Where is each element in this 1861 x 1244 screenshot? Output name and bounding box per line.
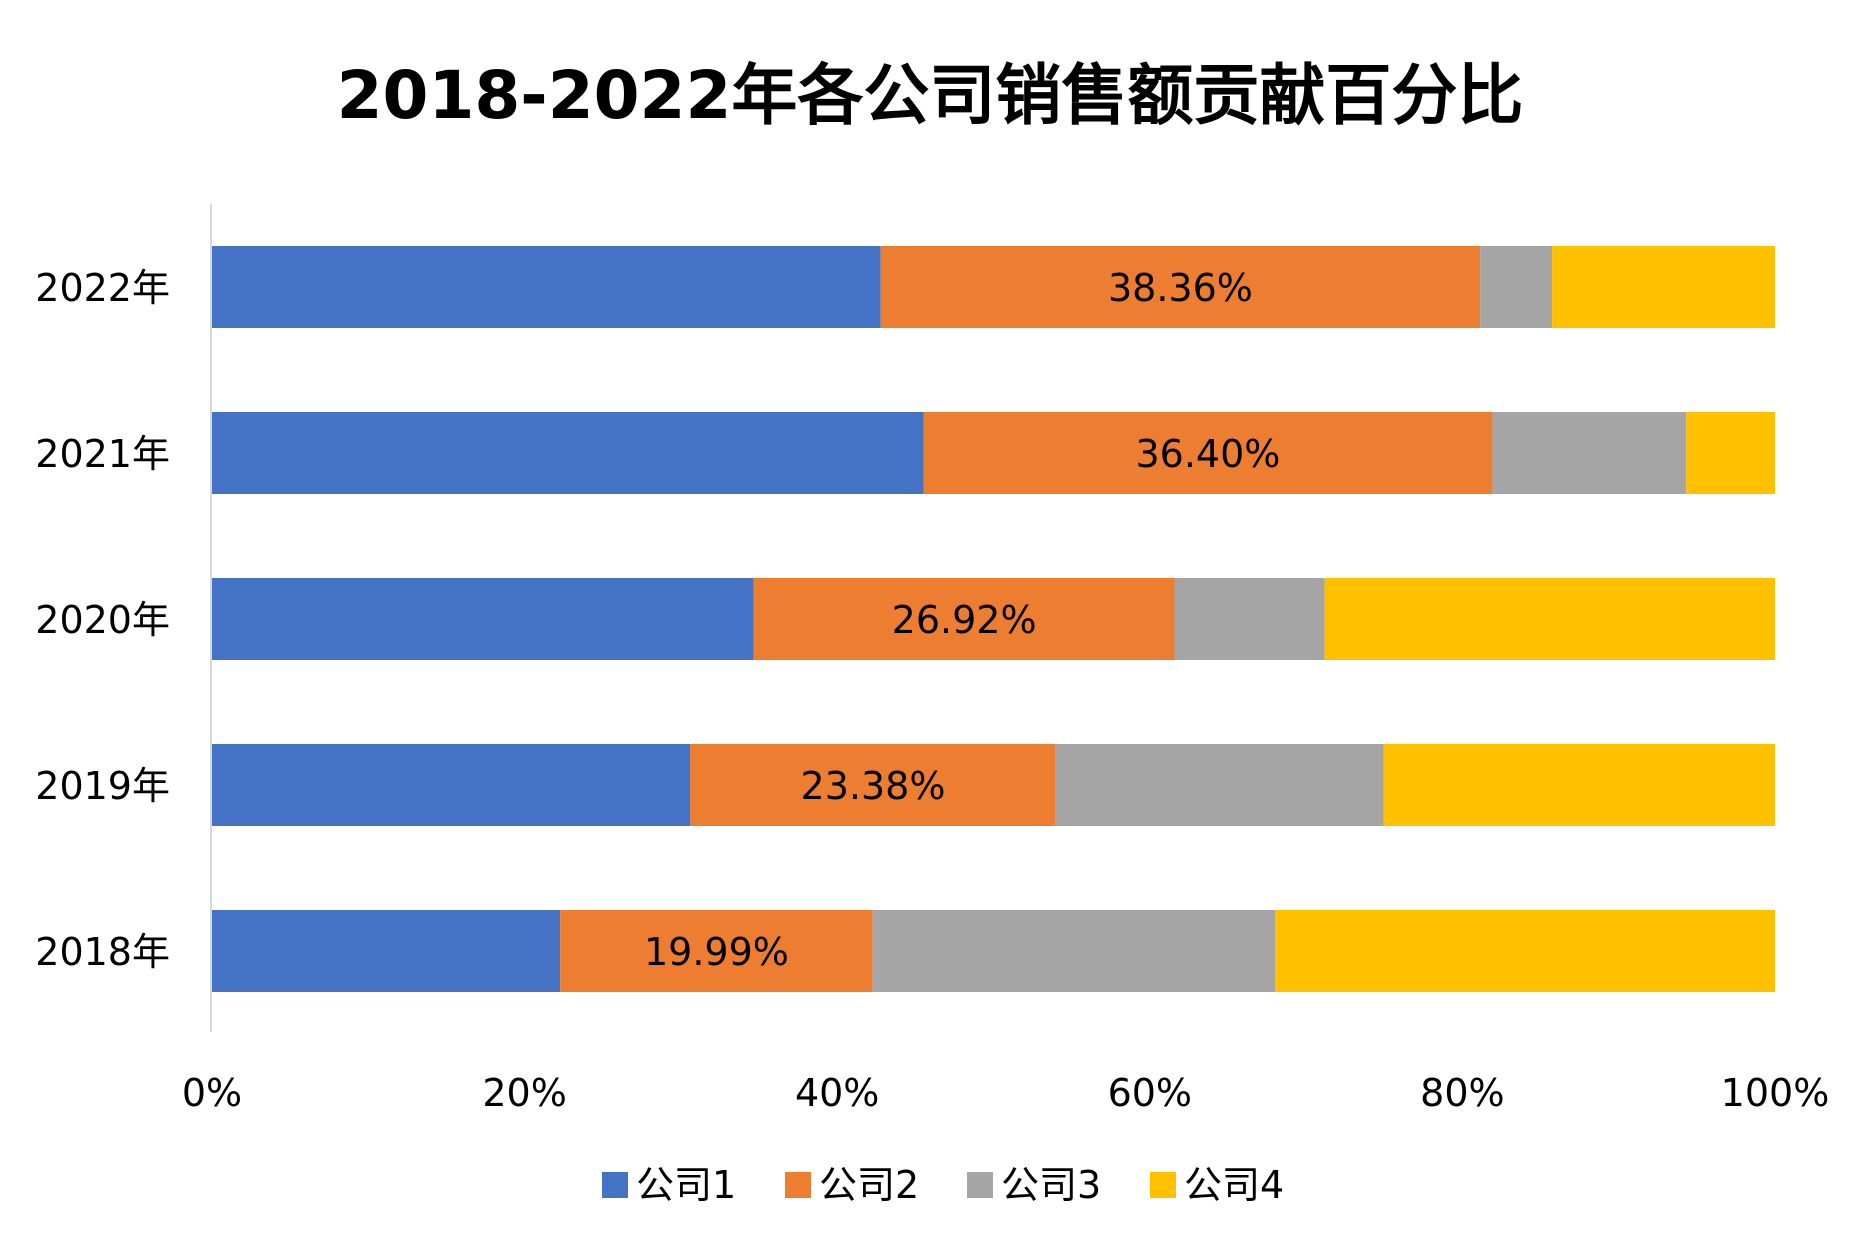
x-tick-label: 60% bbox=[1108, 1071, 1192, 1115]
bar-公司3-2022年 bbox=[1480, 246, 1553, 328]
bar-公司3-2021年 bbox=[1492, 412, 1687, 494]
legend-swatch bbox=[967, 1172, 993, 1198]
bar-公司1-2019年 bbox=[212, 744, 691, 826]
chart-title: 2018-2022年各公司销售额贡献百分比 bbox=[337, 57, 1524, 134]
data-label: 23.38% bbox=[801, 764, 946, 808]
y-tick-label: 2022年 bbox=[35, 266, 170, 310]
bar-公司4-2021年 bbox=[1686, 412, 1775, 494]
data-label: 26.92% bbox=[892, 598, 1037, 642]
data-label: 19.99% bbox=[644, 930, 789, 974]
legend-label: 公司2 bbox=[819, 1163, 919, 1207]
bar-公司1-2022年 bbox=[212, 246, 881, 328]
y-tick-label: 2021年 bbox=[35, 432, 170, 476]
legend-swatch bbox=[602, 1172, 628, 1198]
bar-公司3-2020年 bbox=[1174, 578, 1325, 660]
bar-公司2-2019年 bbox=[690, 744, 1056, 826]
bar-公司4-2018年 bbox=[1274, 910, 1775, 992]
bar-公司3-2019年 bbox=[1055, 744, 1384, 826]
bar-公司1-2018年 bbox=[212, 910, 561, 992]
bar-公司3-2018年 bbox=[872, 910, 1275, 992]
bar-公司4-2019年 bbox=[1383, 744, 1775, 826]
legend-label: 公司4 bbox=[1184, 1163, 1284, 1207]
bar-公司4-2022年 bbox=[1552, 246, 1775, 328]
bar-公司2-2022年 bbox=[880, 246, 1481, 328]
y-tick-label: 2019年 bbox=[35, 764, 170, 808]
x-tick-label: 0% bbox=[182, 1071, 242, 1115]
bar-公司1-2020年 bbox=[212, 578, 754, 660]
bar-公司2-2021年 bbox=[923, 412, 1493, 494]
y-tick-label: 2020年 bbox=[35, 598, 170, 642]
legend-swatch bbox=[785, 1172, 811, 1198]
y-tick-label: 2018年 bbox=[35, 930, 170, 974]
x-tick-label: 80% bbox=[1420, 1071, 1504, 1115]
legend-swatch bbox=[1150, 1172, 1176, 1198]
data-label: 36.40% bbox=[1135, 432, 1280, 476]
bar-公司2-2020年 bbox=[753, 578, 1175, 660]
x-tick-label: 20% bbox=[482, 1071, 566, 1115]
bar-公司4-2020年 bbox=[1324, 578, 1775, 660]
x-tick-label: 100% bbox=[1721, 1071, 1830, 1115]
legend-label: 公司1 bbox=[636, 1163, 736, 1207]
bar-公司1-2021年 bbox=[212, 412, 924, 494]
x-tick-label: 40% bbox=[795, 1071, 879, 1115]
bar-公司2-2018年 bbox=[560, 910, 873, 992]
legend-label: 公司3 bbox=[1001, 1163, 1101, 1207]
data-label: 38.36% bbox=[1108, 266, 1253, 310]
